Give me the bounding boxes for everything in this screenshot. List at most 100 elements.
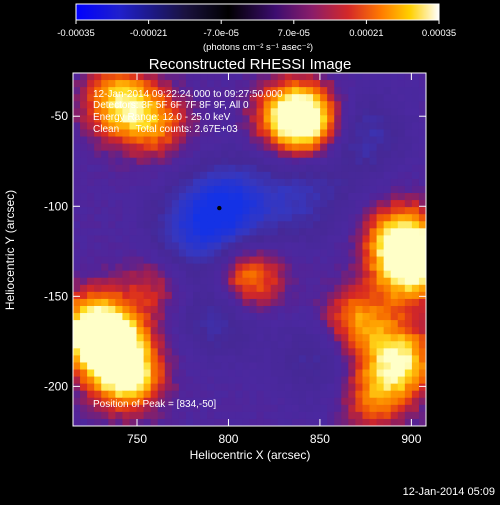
heatmap-cell [320,369,328,378]
heatmap-cell [348,341,356,349]
heatmap-cell [249,80,258,88]
heatmap-cell [383,242,392,251]
heatmap-cell [200,129,208,138]
heatmap-cell [115,228,124,236]
heatmap-cell [418,390,426,399]
heatmap-cell [235,178,244,187]
heatmap-cell [207,291,215,300]
heatmap-cell [404,418,413,426]
heatmap-cell [193,390,201,399]
heatmap-cell [320,334,328,342]
heatmap-cell [87,256,95,265]
heatmap-cell [390,404,399,413]
heatmap-cell [129,284,138,293]
heatmap-cell [221,242,229,251]
heatmap-cell [404,185,413,194]
heatmap-cell [341,327,349,335]
heatmap-cell [369,235,378,244]
heatmap-cell [164,214,173,222]
heatmap-cell [171,277,180,286]
heatmap-cell [171,228,180,236]
heatmap-cell [171,171,180,180]
heatmap-cell [404,80,413,88]
heatmap-cell [207,108,215,116]
heatmap-cell [277,94,286,102]
heatmap-cell [355,221,364,229]
heatmap-cell [291,207,300,215]
heatmap-cell [108,383,116,392]
heatmap-cell [80,249,88,258]
heatmap-cell [242,256,251,265]
heatmap-cell [277,122,286,131]
heatmap-cell [164,150,173,159]
heatmap-cell [305,136,314,145]
heatmap-cell [136,235,145,244]
heatmap-cell [87,277,95,286]
heatmap-cell [122,418,131,426]
heatmap-cell [249,284,258,293]
heatmap-cell [221,136,229,145]
heatmap-cell [136,320,145,328]
heatmap-cell [87,200,95,208]
heatmap-cell [291,298,300,307]
heatmap-cell [411,157,420,166]
heatmap-cell [327,108,335,116]
heatmap-cell [348,277,356,286]
heatmap-cell [327,249,335,258]
heatmap-cell [80,411,88,420]
heatmap-cell [178,327,187,335]
heatmap-cell [150,221,159,229]
heatmap-cell [87,284,95,293]
heatmap-cell [207,334,215,342]
heatmap-cell [171,348,180,356]
heatmap-cell [178,108,187,116]
heatmap-cell [185,136,194,145]
heatmap-cell [115,235,124,244]
heatmap-cell [94,291,102,300]
heatmap-cell [143,235,152,244]
heatmap-cell [404,355,413,364]
heatmap-cell [136,362,145,371]
heatmap-cell [87,305,95,314]
heatmap-cell [207,94,215,102]
heatmap-cell [94,298,102,307]
heatmap-cell [291,185,300,194]
heatmap-cell [101,341,109,349]
heatmap-cell [214,242,222,251]
heatmap-cell [178,242,187,251]
heatmap-cell [228,376,236,385]
heatmap-cell [164,327,173,335]
heatmap-cell [214,298,222,307]
heatmap-cell [242,115,251,124]
heatmap-cell [284,101,293,109]
heatmap-cell [101,193,109,201]
heatmap-cell [87,122,95,131]
heatmap-cell [291,200,300,208]
heatmap-cell [101,369,109,378]
heatmap-cell [291,73,300,81]
heatmap-cell [185,418,194,426]
heatmap-cell [390,122,399,131]
heatmap-cell [150,418,159,426]
heatmap-cell [73,305,81,314]
heatmap-cell [157,305,166,314]
heatmap-cell [256,207,265,215]
heatmap-cell [341,143,349,152]
heatmap-cell [235,235,244,244]
heatmap-cell [221,404,229,413]
heatmap-cell [136,228,145,236]
heatmap-cell [214,334,222,342]
heatmap-cell [221,383,229,392]
heatmap-cell [242,94,251,102]
heatmap-cell [193,383,201,392]
heatmap-cell [376,143,385,152]
heatmap-cell [376,122,385,131]
heatmap-cell [277,376,286,385]
heatmap-cell [171,200,180,208]
heatmap-cell [80,334,88,342]
heatmap-cell [214,390,222,399]
heatmap-cell [327,355,335,364]
heatmap-cell [376,418,385,426]
heatmap-cell [390,263,399,272]
heatmap-cell [108,143,116,152]
